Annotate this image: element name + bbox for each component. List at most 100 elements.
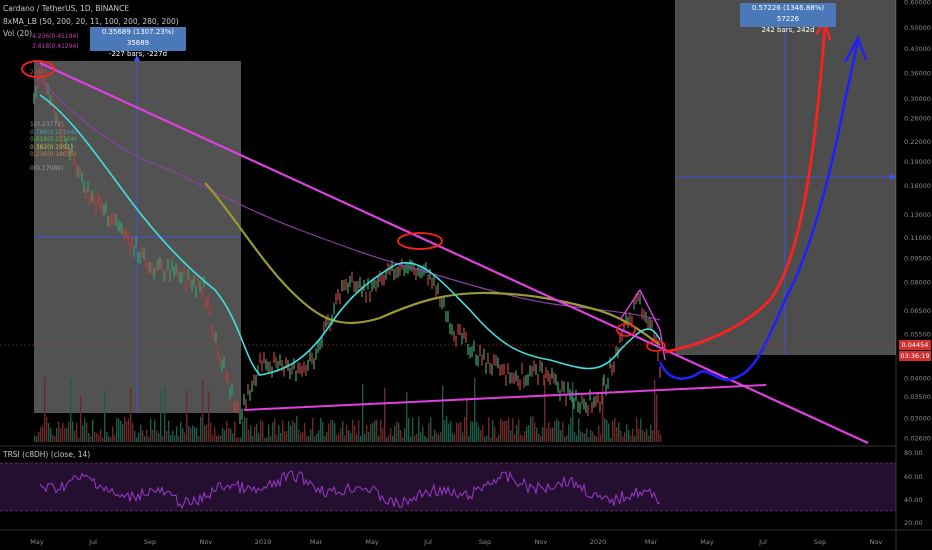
- volume-bar: [444, 420, 446, 442]
- volume-bar: [54, 436, 56, 442]
- volume-bar: [360, 435, 362, 442]
- volume-bar: [154, 419, 156, 442]
- volume-bar: [210, 423, 212, 442]
- volume-bar: [580, 431, 582, 442]
- volume-bar: [228, 427, 230, 442]
- volume-bar: [550, 427, 552, 442]
- volume-bar: [418, 416, 420, 442]
- ma-indicator-label[interactable]: 8xMA_LB (50, 200, 20, 11, 100, 200, 280,…: [3, 17, 179, 26]
- volume-bar: [410, 436, 412, 442]
- volume-bar: [616, 427, 618, 442]
- volume-bar: [212, 435, 214, 442]
- volume-bar: [470, 421, 472, 442]
- projection-blue: [658, 39, 860, 381]
- fib-level-label: 0.382(0.1951): [30, 144, 73, 151]
- volume-bar: [196, 427, 198, 442]
- volume-indicator-label[interactable]: Vol (20): [3, 29, 33, 38]
- measure-tag-left-line2: -227 bars, -227d: [108, 50, 168, 58]
- volume-bar: [594, 435, 596, 442]
- volume-bar: [108, 436, 110, 442]
- rsi-indicator-label[interactable]: TRSI (c8DH) (close, 14): [3, 450, 91, 459]
- volume-bar: [528, 425, 530, 442]
- volume-bar: [458, 423, 460, 442]
- volume-bar: [530, 416, 532, 442]
- volume-bar: [336, 435, 338, 442]
- volume-bar: [490, 437, 492, 442]
- volume-bar: [92, 419, 94, 442]
- fib-level-label: 0.236(0.18035): [30, 151, 77, 158]
- volume-bar: [222, 427, 224, 442]
- volume-bar: [72, 421, 74, 442]
- volume-bar: [226, 420, 228, 442]
- volume-bar: [346, 424, 348, 442]
- volume-bar: [398, 423, 400, 442]
- rsi-tick-label: 60.00: [904, 473, 923, 481]
- marker-circle-top: [21, 60, 55, 78]
- volume-bar: [518, 419, 520, 442]
- volume-bar: [352, 419, 354, 442]
- fib-labels: 4.236(0.45194) 3.618(0.41294) 2.618 1(0.237…: [30, 33, 79, 172]
- volume-bar: [596, 436, 598, 442]
- volume-bar: [78, 437, 80, 442]
- volume-bar: [632, 428, 634, 442]
- volume-bar: [188, 426, 190, 442]
- volume-bar: [164, 385, 166, 442]
- volume-bar: [656, 394, 658, 442]
- volume-bar: [62, 423, 64, 442]
- price-tick-label: 0.19000: [904, 158, 931, 166]
- volume-bar: [34, 435, 36, 442]
- volume-bar: [406, 391, 408, 442]
- volume-bar: [610, 437, 612, 442]
- volume-bar: [576, 435, 578, 442]
- volume-bar: [186, 390, 188, 442]
- volume-bar: [70, 379, 72, 442]
- time-tick-label: 2019: [255, 538, 272, 546]
- volume-bar: [412, 417, 414, 442]
- time-tick-label: Nov: [870, 538, 883, 546]
- volume-bar: [58, 421, 60, 442]
- volume-bar: [380, 419, 382, 442]
- volume-bar: [614, 417, 616, 442]
- volume-bar: [172, 430, 174, 442]
- volume-bar: [334, 423, 336, 442]
- volume-bar: [522, 435, 524, 442]
- time-tick-label: Sep: [479, 538, 491, 546]
- price-tick-label: 0.04000: [904, 375, 931, 383]
- volume-bar: [86, 422, 88, 442]
- volume-bar: [48, 423, 50, 442]
- volume-bar: [326, 432, 328, 442]
- volume-bar: [254, 426, 256, 442]
- volume-bar: [332, 420, 334, 442]
- volume-bar: [134, 431, 136, 442]
- volume-bar: [648, 435, 650, 442]
- volume-bar: [432, 435, 434, 442]
- volume-bar: [126, 421, 128, 442]
- arrow-head: [890, 174, 896, 180]
- volume-bar: [98, 434, 100, 442]
- volume-bar: [462, 432, 464, 442]
- volume-bar: [376, 419, 378, 442]
- volume-bar: [88, 432, 90, 442]
- time-tick-label: Nov: [535, 538, 548, 546]
- volume-bar: [446, 416, 448, 442]
- volume-bar: [320, 418, 322, 442]
- arrow-head: [134, 55, 140, 61]
- volume-bar: [234, 421, 236, 442]
- volume-bar: [368, 431, 370, 442]
- price-tick-label: 0.03500: [904, 393, 931, 401]
- volume-bar: [452, 432, 454, 442]
- volume-bar: [510, 429, 512, 442]
- volume-bar: [620, 430, 622, 442]
- volume-bar: [454, 434, 456, 442]
- volume-bar: [552, 427, 554, 442]
- volume-bar: [554, 421, 556, 442]
- volume-bar: [344, 435, 346, 442]
- volume-bar: [52, 434, 54, 442]
- volume-bar: [168, 420, 170, 442]
- price-bars: [33, 61, 661, 425]
- volume-bar: [384, 387, 386, 442]
- volume-bar: [572, 381, 574, 442]
- volume-bar: [590, 429, 592, 442]
- volume-bar: [100, 429, 102, 442]
